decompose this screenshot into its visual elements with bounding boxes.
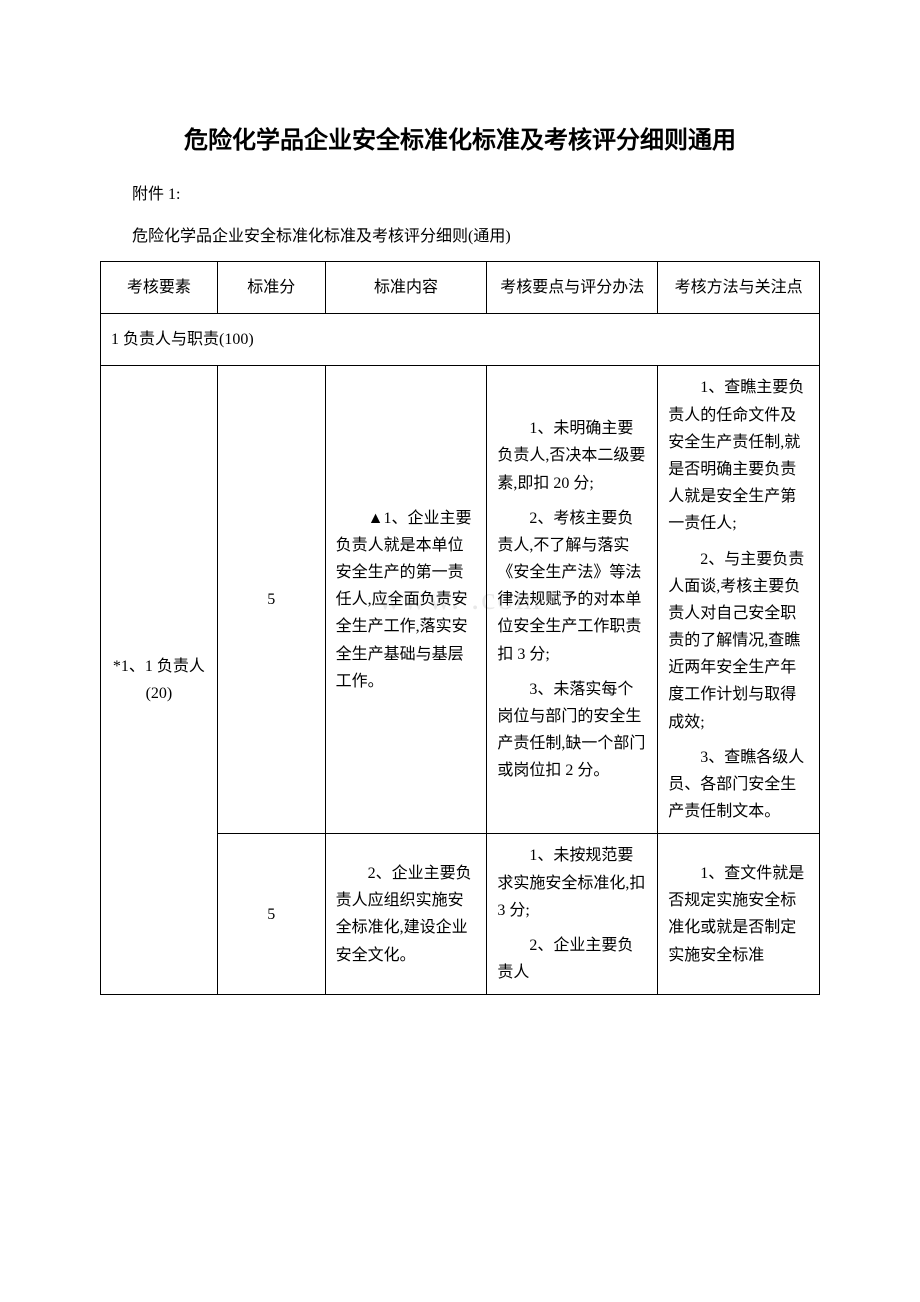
section-title: 1 负责人与职责(100) — [101, 314, 820, 366]
header-element: 考核要素 — [101, 262, 218, 314]
points-cell: 1、未按规范要求实施安全标准化,扣 3 分; 2、企业主要负责人 — [487, 834, 658, 995]
score-cell: 5 — [217, 366, 325, 834]
element-cell: *1、1 负责人(20) — [101, 366, 218, 995]
appendix-label: 附件 1: — [100, 180, 820, 204]
points-cell: 1、未明确主要负责人,否决本二级要素,即扣 20 分; 2、考核主要负责人,不了… — [487, 366, 658, 834]
header-score: 标准分 — [217, 262, 325, 314]
content-cell: 2、企业主要负责人应组织实施安全标准化,建设企业安全文化。 — [325, 834, 487, 995]
method-cell: 1、查瞧主要负责人的任命文件及安全生产责任制,就是否明确主要负责人就是安全生产第… — [658, 366, 820, 834]
table-row: *1、1 负责人(20) 5 ▲1、企业主要负责人就是本单位安全生产的第一责任人… — [101, 366, 820, 834]
document-title: 危险化学品企业安全标准化标准及考核评分细则通用 — [100, 120, 820, 155]
score-cell: 5 — [217, 834, 325, 995]
header-content: 标准内容 — [325, 262, 487, 314]
header-method: 考核方法与关注点 — [658, 262, 820, 314]
section-row: 1 负责人与职责(100) — [101, 314, 820, 366]
header-points: 考核要点与评分办法 — [487, 262, 658, 314]
content-cell: ▲1、企业主要负责人就是本单位安全生产的第一责任人,应全面负责安全生产工作,落实… — [325, 366, 487, 834]
method-cell: 1、查文件就是否规定实施安全标准化或就是否制定实施安全标准 — [658, 834, 820, 995]
table-header-row: 考核要素 标准分 标准内容 考核要点与评分办法 考核方法与关注点 — [101, 262, 820, 314]
assessment-table: 考核要素 标准分 标准内容 考核要点与评分办法 考核方法与关注点 1 负责人与职… — [100, 261, 820, 995]
document-subtitle: 危险化学品企业安全标准化标准及考核评分细则(通用) — [100, 222, 820, 246]
